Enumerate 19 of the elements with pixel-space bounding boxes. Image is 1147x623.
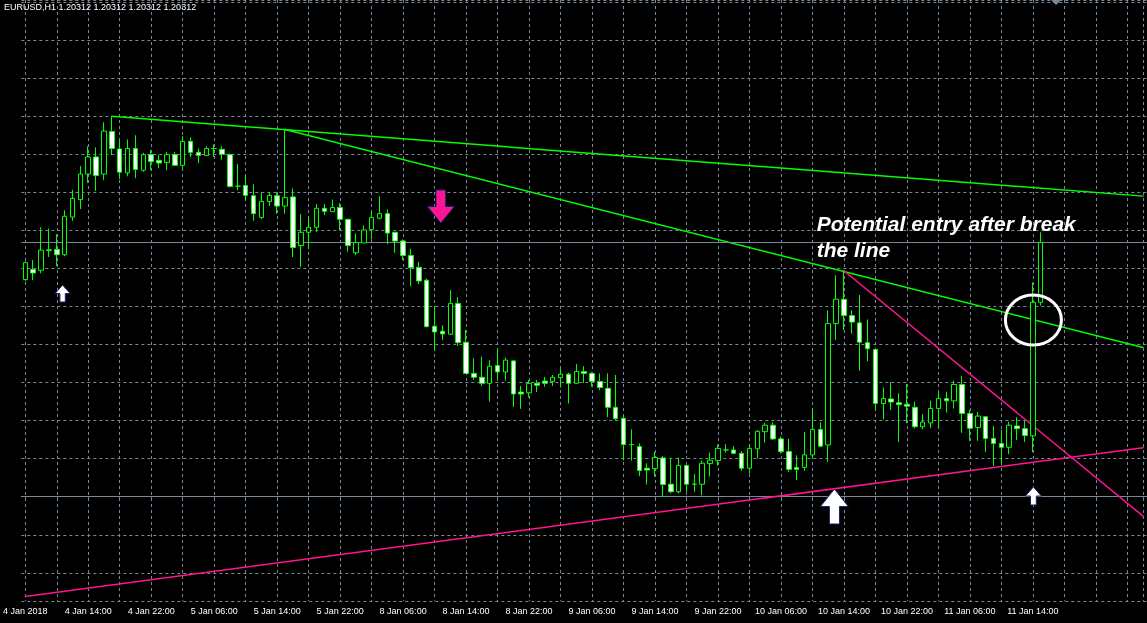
- x-tick-label: 4 Jan 2018: [2, 605, 48, 616]
- x-tick-label: 5 Jan 06:00: [190, 605, 238, 616]
- x-tick-label: 10 Jan 06:00: [754, 605, 807, 616]
- x-tick-label: 9 Jan 22:00: [694, 605, 742, 616]
- x-tick-label: 11 Jan 14:00: [1007, 605, 1059, 616]
- x-tick-label: 9 Jan 06:00: [568, 605, 616, 616]
- x-tick-label: 5 Jan 14:00: [253, 605, 301, 616]
- x-tick-label: 11 Jan 06:00: [944, 605, 996, 616]
- x-tick-label: 4 Jan 22:00: [127, 605, 175, 616]
- x-tick-label: 8 Jan 06:00: [379, 605, 427, 616]
- x-tick-label: 5 Jan 22:00: [316, 605, 364, 616]
- x-tick-label: 10 Jan 22:00: [880, 605, 933, 616]
- x-tick-label: 8 Jan 22:00: [505, 605, 553, 616]
- x-tick-label: 8 Jan 14:00: [442, 605, 490, 616]
- annotation: Potential entry after break the line: [816, 211, 1078, 261]
- chart-title: EURUSD,H1 1.20312 1.20312 1.20312 1.20312: [4, 1, 197, 12]
- x-tick-label: 4 Jan 14:00: [64, 605, 112, 616]
- x-tick-label: 9 Jan 14:00: [631, 605, 679, 616]
- x-tick-label: 10 Jan 14:00: [817, 605, 870, 616]
